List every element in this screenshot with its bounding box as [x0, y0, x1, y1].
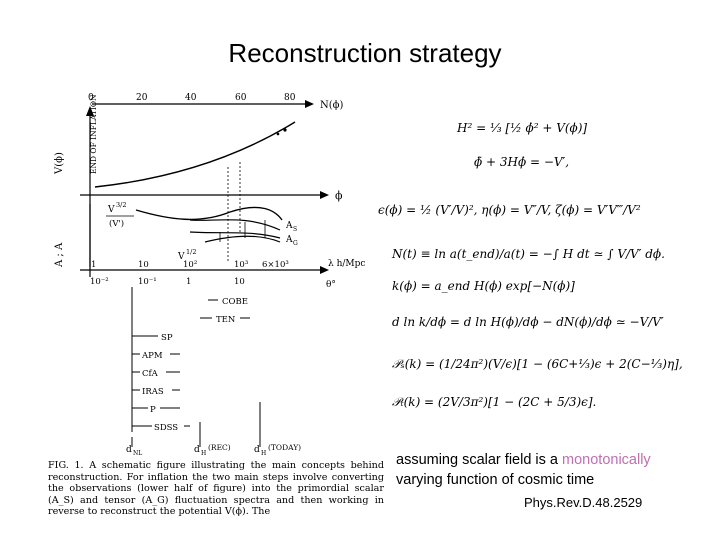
obs-label: CfA	[142, 369, 159, 379]
top-axis-label: N(ϕ)	[320, 100, 343, 111]
svg-text:𝒫ₜ(k) = (2V/3π²)[1 − (2C + 5/: 𝒫ₜ(k) = (2V/3π²)[1 − (2C + 5/3)ϵ].	[392, 395, 596, 409]
bottom-sub: H	[201, 450, 206, 457]
obs-label: COBE	[222, 297, 248, 307]
v-half-label: V	[177, 252, 185, 262]
svg-text:H² = ⅓ [½ ϕ̇² + V(ϕ)]: H² = ⅓ [½ ϕ̇² + V(ϕ)]	[456, 121, 587, 135]
svg-text:𝒫ₛ(k) = (1/24π²)(V/ϵ)[1 − (6C: 𝒫ₛ(k) = (1/24π²)(V/ϵ)[1 − (6C+⅓)ϵ + 2(C−…	[392, 357, 683, 371]
note-text-1: assuming scalar field is a	[396, 452, 563, 468]
figure-caption: FIG. 1. A schematic figure illustrating …	[48, 460, 384, 517]
svg-text:k(ϕ) = a_end H(ϕ) exp[−N(ϕ)]: k(ϕ) = a_end H(ϕ) exp[−N(ϕ)]	[392, 279, 575, 293]
bottom-label: d	[126, 445, 132, 455]
equation-block: H² = ⅓ [½ ϕ̇² + V(ϕ)] ϕ̈ + 3Hϕ̇ = −V′, ϵ…	[372, 106, 702, 426]
obs-label: P	[150, 405, 156, 415]
top-tick: 80	[284, 93, 296, 103]
svg-text:d ln k/dϕ = d ln H(ϕ)/dϕ − dN(: d ln k/dϕ = d ln H(ϕ)/dϕ − dN(ϕ)/dϕ ≃ −V…	[392, 315, 664, 329]
bottom-sub: H	[261, 450, 266, 457]
note-highlight: monotonically	[562, 452, 651, 468]
ag-sub: G	[293, 240, 298, 247]
v-half-exp: 1/2	[186, 248, 196, 256]
lambda-tick: 10³	[234, 260, 248, 270]
bottom-label: d	[194, 445, 200, 455]
equations-graphic: H² = ⅓ [½ ϕ̇² + V(ϕ)] ϕ̈ + 3Hϕ̇ = −V′, ϵ…	[378, 121, 683, 409]
slide-title: Reconstruction strategy	[228, 38, 502, 68]
end-of-inflation-label: END OF INFLATION	[89, 94, 98, 174]
lambda-tick: 10²	[183, 260, 197, 270]
lambda-label: λ h/Mpc	[328, 259, 365, 269]
lambda-tick: 1	[91, 260, 96, 270]
ratio-label-exp: 3/2	[116, 201, 126, 209]
bottom-label: d	[254, 445, 260, 455]
schematic-figure: N(ϕ) 0 20 40 60 80 END OF INFLATION V(ϕ)…	[40, 92, 390, 522]
bottom-sub: NL	[133, 450, 142, 457]
as-sub: S	[293, 226, 297, 233]
svg-text:ϵ(ϕ) = ½ (V′/V)², η(ϕ) = V″/V: ϵ(ϕ) = ½ (V′/V)², η(ϕ) = V″/V, ζ(ϕ) = V′…	[378, 203, 641, 217]
top-tick: 0	[88, 93, 94, 103]
reference-citation: Phys.Rev.D.48.2529	[524, 495, 643, 510]
theta-tick: 1	[186, 277, 191, 287]
phi-axis-label: ϕ	[335, 189, 343, 202]
left-axis-label: A ; A	[54, 242, 65, 268]
obs-label: IRAS	[142, 387, 164, 397]
as-label: A	[285, 221, 293, 231]
ag-label: A	[285, 235, 293, 245]
theta-tick: 10	[234, 277, 245, 287]
obs-label: TEN	[216, 315, 236, 325]
svg-text:ϕ̈ + 3Hϕ̇ = −V′,: ϕ̈ + 3Hϕ̇ = −V′,	[474, 155, 569, 169]
bottom-label: (TODAY)	[268, 443, 301, 452]
bottom-label: (REC)	[208, 443, 231, 452]
figure-graphic: N(ϕ) 0 20 40 60 80 END OF INFLATION V(ϕ)…	[54, 93, 365, 457]
top-tick: 40	[185, 93, 197, 103]
top-tick: 20	[136, 93, 148, 103]
theta-tick: 10⁻²	[90, 277, 109, 287]
v-phi-label: V(ϕ)	[54, 152, 65, 175]
svg-text:N(t) ≡ ln a(t_end)/a(t) = −∫ H: N(t) ≡ ln a(t_end)/a(t) = −∫ H dt ≃ ∫ V/…	[391, 247, 665, 261]
theta-label: θ°	[326, 280, 336, 290]
lambda-tick: 10	[138, 260, 149, 270]
ratio-label-den: (V')	[109, 218, 124, 229]
lambda-tick: 6×10³	[262, 260, 289, 270]
obs-label: SDSS	[154, 423, 178, 433]
monotonic-note: assuming scalar field is a monotonically…	[396, 450, 696, 490]
obs-label: SP	[161, 333, 173, 343]
theta-tick: 10⁻¹	[138, 277, 157, 287]
obs-label: APM	[141, 351, 163, 361]
ratio-label-num: V	[107, 205, 115, 215]
note-text-2: varying function of cosmic time	[396, 472, 595, 488]
top-tick: 60	[235, 93, 247, 103]
